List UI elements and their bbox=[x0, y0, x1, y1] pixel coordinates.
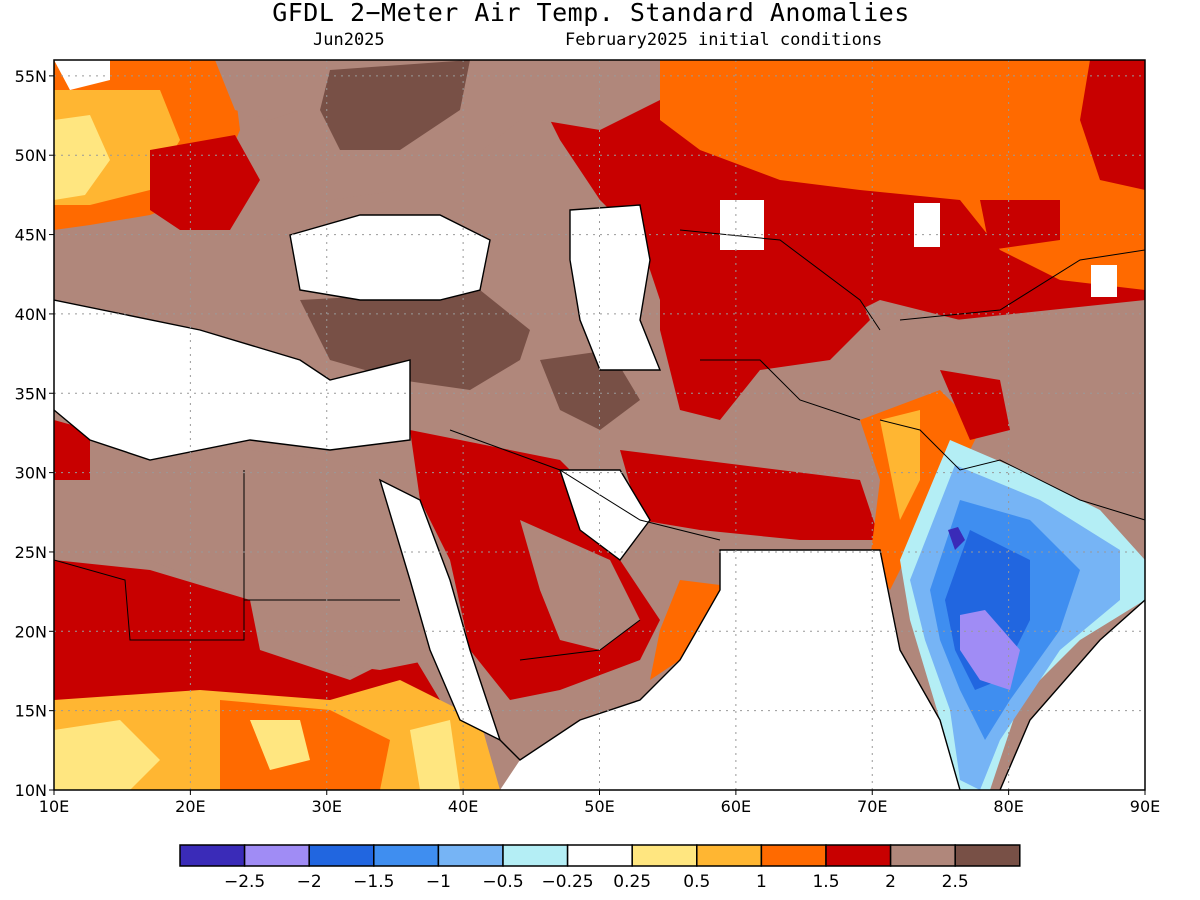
colorbar-swatch bbox=[889, 844, 956, 867]
coast-bengal bbox=[999, 599, 1145, 790]
field-balkan-red bbox=[150, 135, 260, 230]
x-axis: 10E 20E 30E 40E 50E 60E 70E 80E 90E bbox=[39, 790, 1160, 816]
border-afghan bbox=[700, 359, 861, 421]
colorbar-swatch bbox=[437, 844, 504, 867]
lake-aral bbox=[720, 200, 764, 250]
field-siberia-orange2 bbox=[720, 70, 960, 150]
x-tick-label: 90E bbox=[1130, 797, 1160, 816]
field-ne-red bbox=[1080, 60, 1145, 190]
coast-caspian bbox=[569, 204, 662, 371]
anomaly-field bbox=[54, 60, 1145, 790]
colorbar-swatch bbox=[308, 844, 375, 867]
colorbar-swatch bbox=[631, 844, 698, 867]
sea-caspian bbox=[570, 205, 660, 370]
field-sudan-brown bbox=[250, 590, 430, 670]
field-europe-yellow bbox=[54, 115, 110, 200]
y-tick-label: 45N bbox=[15, 226, 47, 245]
x-tick-label: 40E bbox=[448, 797, 478, 816]
colorbar-label: −2 bbox=[297, 872, 322, 892]
map-title: GFDL 2−Meter Air Temp. Standard Anomalie… bbox=[272, 0, 910, 27]
field-pakistan-lightorange bbox=[880, 410, 920, 520]
sea-black bbox=[290, 215, 490, 300]
field-turkey-darkbrown bbox=[300, 290, 530, 390]
y-tick-label: 35N bbox=[15, 384, 47, 403]
field-ukraine-darkbrown bbox=[320, 60, 470, 150]
sea-bengal bbox=[1000, 600, 1145, 790]
y-tick-label: 40N bbox=[15, 305, 47, 324]
colorbar-label: 2.5 bbox=[942, 872, 969, 892]
border-china-north bbox=[899, 249, 1145, 321]
colorbar-swatch bbox=[179, 844, 246, 867]
field-centralasia-red bbox=[660, 240, 870, 420]
sea-mediterranean bbox=[54, 300, 410, 460]
colorbar-label: 0.25 bbox=[613, 872, 651, 892]
x-tick-label: 10E bbox=[39, 797, 69, 816]
x-tick-label: 20E bbox=[175, 797, 205, 816]
border-kazakh bbox=[679, 229, 881, 331]
colorbar-swatch bbox=[825, 844, 892, 867]
y-tick-label: 30N bbox=[15, 464, 47, 483]
sea-baltic bbox=[54, 60, 110, 90]
x-tick-label: 30E bbox=[312, 797, 342, 816]
x-tick-label: 50E bbox=[584, 797, 614, 816]
x-tick-label: 80E bbox=[993, 797, 1023, 816]
y-tick-label: 15N bbox=[15, 702, 47, 721]
field-ethiopia-yellow bbox=[410, 720, 460, 790]
field-arabia-brown bbox=[520, 520, 640, 650]
coastlines bbox=[54, 204, 1145, 790]
colorbar-swatch bbox=[954, 844, 1021, 867]
coast-gulf bbox=[559, 469, 651, 561]
sea-gulf bbox=[560, 470, 650, 560]
graticule bbox=[54, 60, 1145, 790]
colorbar-swatch bbox=[243, 844, 310, 867]
field-mongolia-red bbox=[980, 200, 1060, 250]
colorbar-swatch bbox=[566, 844, 633, 867]
colorbar-label: 2 bbox=[885, 872, 896, 892]
lake-balkhash bbox=[914, 203, 940, 247]
y-tick-label: 50N bbox=[15, 146, 47, 165]
colorbar-label: −1 bbox=[426, 872, 451, 892]
x-tick-label: 60E bbox=[721, 797, 751, 816]
coast-mediterranean bbox=[54, 299, 411, 461]
field-oman-orange bbox=[650, 580, 720, 680]
colorbar-label: −0.5 bbox=[482, 872, 523, 892]
field-india-darkpurple bbox=[948, 527, 965, 550]
y-tick-label: 25N bbox=[15, 543, 47, 562]
colorbar-swatch bbox=[373, 844, 440, 867]
coast-black-sea bbox=[289, 214, 491, 301]
field-chad-yellow bbox=[54, 720, 160, 790]
field-india-purple bbox=[960, 610, 1020, 690]
borders bbox=[54, 229, 1145, 661]
y-tick-label: 55N bbox=[15, 67, 47, 86]
colorbar-swatch bbox=[760, 844, 827, 867]
field-tunisia-red bbox=[54, 420, 90, 480]
field-sahara-brown bbox=[54, 420, 420, 600]
colorbar-label: 0.5 bbox=[683, 872, 710, 892]
colorbar-swatch bbox=[502, 844, 569, 867]
y-tick-label: 10N bbox=[15, 781, 47, 800]
colorbar-label: 1.5 bbox=[812, 872, 839, 892]
x-tick-label: 70E bbox=[857, 797, 887, 816]
field-sahel-red bbox=[54, 560, 440, 720]
colorbar-swatch bbox=[696, 844, 763, 867]
y-tick-label: 20N bbox=[15, 622, 47, 641]
colorbar-label: −2.5 bbox=[224, 872, 265, 892]
colorbar-label: −1.5 bbox=[353, 872, 394, 892]
forecast-month: Jun2025 bbox=[313, 30, 385, 50]
lake-issyk bbox=[1091, 265, 1117, 297]
initial-conditions: February2025 initial conditions bbox=[565, 30, 883, 50]
border-himalaya bbox=[879, 419, 1145, 521]
field-sudan-yellow bbox=[250, 720, 310, 770]
border-egypt bbox=[243, 470, 400, 601]
colorbar-label: 1 bbox=[756, 872, 767, 892]
coast-arabian-sea bbox=[499, 549, 961, 790]
y-axis: 55N 50N 45N 40N 35N 30N 25N 20N 15N 10N bbox=[15, 67, 54, 800]
sea-arabian bbox=[500, 550, 960, 790]
field-kashmir-red bbox=[940, 370, 1010, 440]
colorbar: −2.5 −2 −1.5 −1 −0.5 −0.25 0.25 0.5 1 1.5 2 2.5 bbox=[179, 844, 1021, 892]
colorbar-label: −0.25 bbox=[542, 872, 594, 892]
sea-red bbox=[380, 480, 500, 740]
